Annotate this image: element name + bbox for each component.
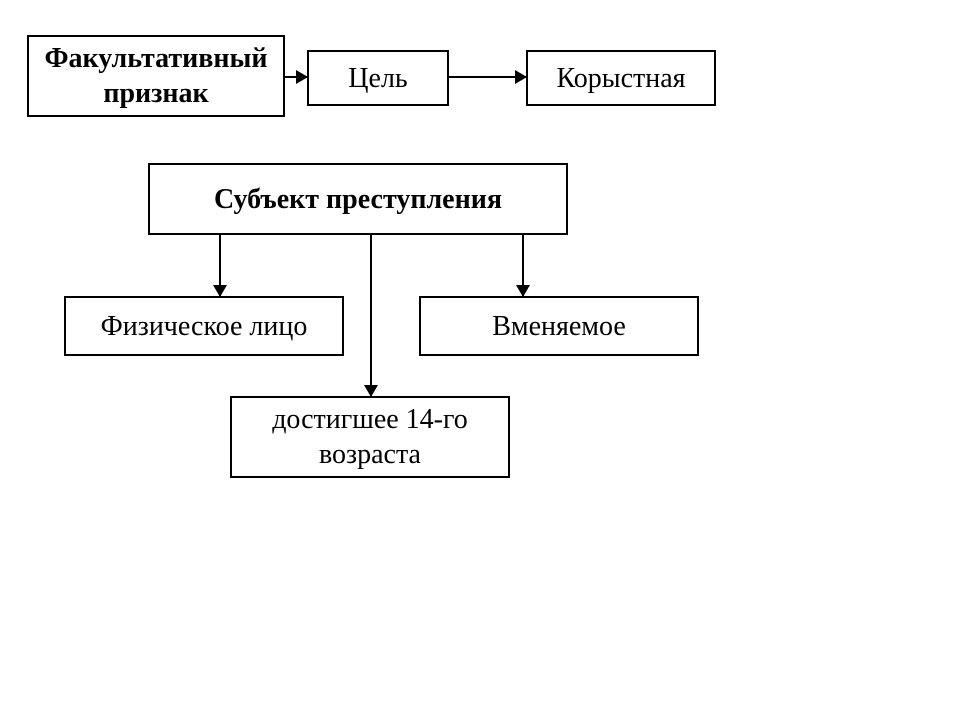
edge-arrow bbox=[522, 235, 524, 296]
node-goal: Цель bbox=[307, 50, 449, 106]
node-label: достигшее 14-го возраста bbox=[238, 402, 502, 472]
node-label: Цель bbox=[348, 61, 407, 96]
node-subject-of-crime: Субъект преступления bbox=[148, 163, 568, 235]
edge-arrow bbox=[370, 235, 372, 396]
edge-arrow bbox=[449, 76, 526, 78]
node-sane: Вменяемое bbox=[419, 296, 699, 356]
node-label: Корыстная bbox=[556, 61, 685, 96]
node-physical-person: Физическое лицо bbox=[64, 296, 344, 356]
edge-arrow bbox=[219, 235, 221, 296]
node-mercenary: Корыстная bbox=[526, 50, 716, 106]
edge-arrow bbox=[285, 76, 307, 78]
node-label: Вменяемое bbox=[492, 309, 626, 344]
node-age-14: достигшее 14-го возраста bbox=[230, 396, 510, 478]
node-optional-feature: Факультативный признак bbox=[27, 35, 285, 117]
node-label: Физическое лицо bbox=[101, 309, 308, 344]
node-label: Факультативный признак bbox=[35, 41, 277, 111]
node-label: Субъект преступления bbox=[214, 182, 502, 217]
